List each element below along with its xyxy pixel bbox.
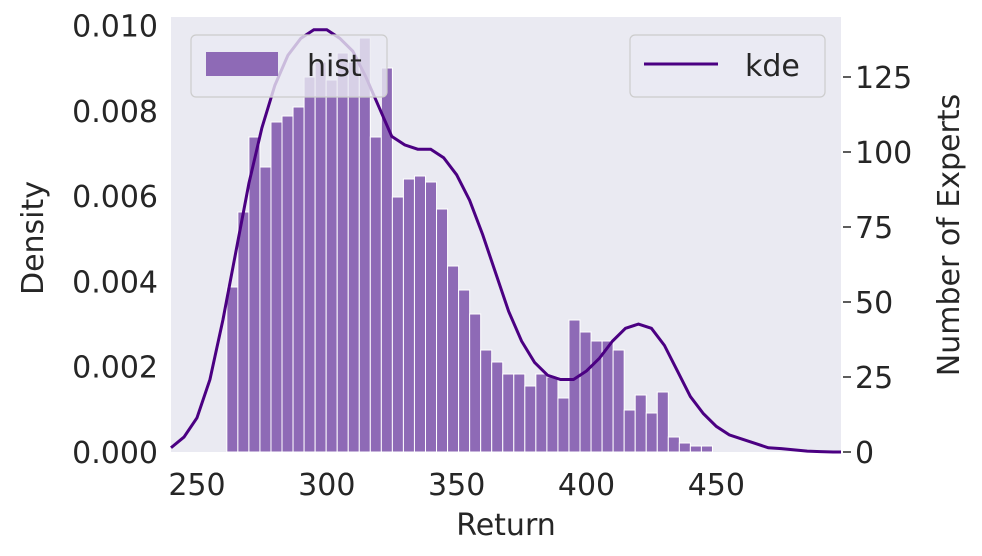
y2-axis-label: Number of Experts [932,94,967,376]
y2-tick-labels: 0 25 50 75 100 125 [843,61,912,471]
y-tick-label: 0.004 [72,265,158,300]
x-tick-label: 450 [688,468,745,503]
hist-bar [524,385,537,453]
hist-bar [601,340,614,453]
y2-tick-label: 50 [855,286,893,321]
hist-bar [237,211,250,453]
hist-bar [656,391,669,453]
x-tick-label: 350 [428,468,485,503]
hist-bar [402,178,415,453]
y2-tick-label: 0 [855,436,874,471]
hist-bar [623,409,636,453]
y-tick-label: 0.010 [72,10,158,45]
hist-bar [325,79,338,453]
legend-hist-swatch [206,52,278,76]
x-tick-label: 400 [558,468,615,503]
y2-tick-label: 75 [855,211,893,246]
y2-tick-label: 100 [855,136,912,171]
hist-bar [491,361,504,453]
legend-kde: kde [629,34,826,98]
legend-kde-label: kde [745,49,800,84]
hist-bar [358,37,371,453]
hist-bar [347,61,360,453]
y-tick-label: 0.000 [72,436,158,471]
hist-bar [535,373,548,453]
hist-bar [634,394,647,453]
y-tick-label: 0.008 [72,95,158,130]
hist-bar [546,376,559,453]
hist-bar [391,196,404,453]
hist-bar [270,121,283,453]
legend-hist-box [190,34,388,98]
hist-bar [678,442,691,453]
hist-bar [303,76,316,453]
legend-hist: hist [190,34,388,98]
legend-kde-box [629,34,826,98]
hist-bar [314,61,327,453]
legend-hist-label: hist [307,49,362,84]
histogram-bars [226,37,713,453]
hist-bar [248,136,261,453]
hist-bar [226,286,239,453]
hist-bar [612,349,625,453]
hist-bar [458,289,471,453]
y2-tick-label: 25 [855,361,893,396]
hist-bar [336,52,349,453]
hist-bar [568,319,581,453]
hist-bar [513,373,526,453]
y-tick-label: 0.002 [72,351,158,386]
y-tick-labels: 0.000 0.002 0.004 0.006 0.008 0.010 [72,10,158,471]
x-axis-label: Return [456,508,556,543]
x-tick-labels: 250 300 350 400 450 [168,468,745,503]
hist-bar [436,208,449,453]
hist-bar [480,349,493,453]
hist-bar [469,313,482,453]
hist-bar [667,436,680,453]
hist-bar [281,115,294,453]
y2-tick-label: 125 [855,61,912,96]
y-axis-label: Density [16,181,51,295]
hist-bar [502,373,515,453]
x-tick-label: 300 [298,468,355,503]
hist-bar [259,166,272,453]
hist-bar [369,136,382,453]
hist-bar [425,181,438,453]
hist-bar [413,175,426,453]
hist-bar [292,106,305,453]
hist-bar [700,445,713,453]
hist-bar [689,445,702,453]
hist-bar [645,412,658,453]
y-tick-label: 0.006 [72,180,158,215]
hist-bar [579,331,592,453]
x-tick-label: 250 [168,468,225,503]
hist-bar [447,265,460,453]
hist-bar [557,397,570,453]
